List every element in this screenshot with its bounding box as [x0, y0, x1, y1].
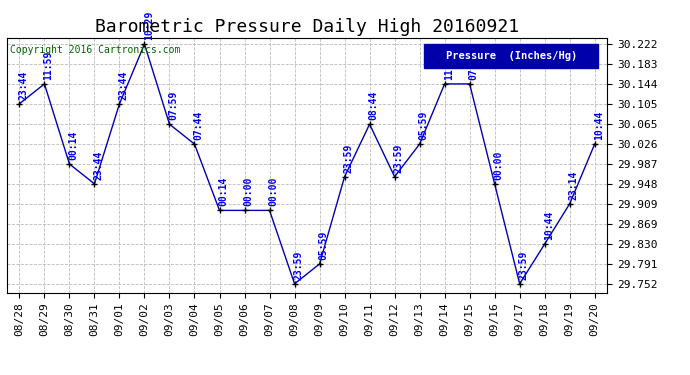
- Text: 07:44: 07:44: [194, 111, 204, 140]
- Text: 23:44: 23:44: [19, 70, 28, 100]
- Text: 11:59: 11:59: [43, 50, 54, 80]
- Text: 23:59: 23:59: [294, 250, 304, 280]
- Text: 00:14: 00:14: [219, 177, 228, 206]
- Text: 23:59: 23:59: [344, 143, 354, 172]
- Text: 00:00: 00:00: [244, 177, 254, 206]
- Text: Copyright 2016 Cartronics.com: Copyright 2016 Cartronics.com: [10, 45, 180, 55]
- Text: 11:59: 11:59: [444, 50, 454, 80]
- Text: 23:59: 23:59: [519, 250, 529, 280]
- Title: Barometric Pressure Daily High 20160921: Barometric Pressure Daily High 20160921: [95, 18, 519, 36]
- Text: 23:59: 23:59: [394, 143, 404, 172]
- Text: 07:59: 07:59: [168, 91, 179, 120]
- Text: 00:00: 00:00: [268, 177, 279, 206]
- Text: 23:44: 23:44: [119, 70, 128, 100]
- Text: 10:44: 10:44: [544, 210, 554, 240]
- Text: 23:14: 23:14: [569, 170, 579, 200]
- Text: 10:44: 10:44: [594, 111, 604, 140]
- Text: 00:14: 00:14: [68, 130, 79, 160]
- Text: 05:59: 05:59: [419, 111, 428, 140]
- Text: 10:29: 10:29: [144, 10, 154, 40]
- Text: 00:00: 00:00: [494, 150, 504, 180]
- FancyBboxPatch shape: [424, 44, 598, 68]
- Text: 08:44: 08:44: [368, 91, 379, 120]
- Text: 05:59: 05:59: [319, 230, 328, 260]
- Text: 07:44: 07:44: [469, 50, 479, 80]
- Text: 23:44: 23:44: [94, 150, 104, 180]
- Text: Pressure  (Inches/Hg): Pressure (Inches/Hg): [446, 51, 577, 61]
